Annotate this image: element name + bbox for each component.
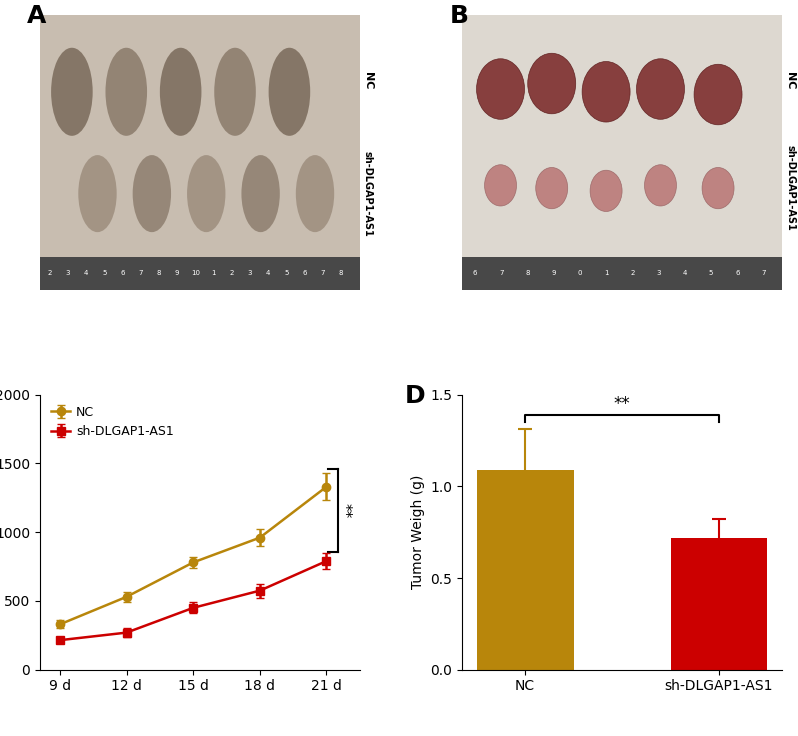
Ellipse shape — [187, 155, 226, 232]
Ellipse shape — [242, 155, 280, 232]
Ellipse shape — [535, 168, 567, 209]
Ellipse shape — [702, 168, 734, 209]
Y-axis label: Tumor Weigh (g): Tumor Weigh (g) — [411, 475, 425, 590]
Text: B: B — [449, 4, 468, 28]
Ellipse shape — [637, 59, 685, 119]
Ellipse shape — [269, 48, 310, 136]
Ellipse shape — [527, 53, 575, 114]
Text: sh-DLGAP1-AS1: sh-DLGAP1-AS1 — [363, 151, 373, 236]
Text: A: A — [27, 4, 46, 28]
Ellipse shape — [132, 155, 171, 232]
Text: **: ** — [614, 395, 630, 413]
Ellipse shape — [645, 165, 677, 206]
Ellipse shape — [476, 59, 524, 119]
Ellipse shape — [78, 155, 117, 232]
Ellipse shape — [590, 170, 622, 211]
Bar — [476, 470, 574, 670]
Ellipse shape — [694, 64, 742, 125]
Text: NC: NC — [785, 72, 796, 90]
Text: sh-DLGAP1-AS1: sh-DLGAP1-AS1 — [785, 145, 796, 231]
Legend: NC, sh-DLGAP1-AS1: NC, sh-DLGAP1-AS1 — [46, 401, 179, 443]
Ellipse shape — [582, 62, 630, 122]
Ellipse shape — [296, 155, 334, 232]
Bar — [670, 538, 768, 670]
Text: NC: NC — [363, 72, 373, 90]
Ellipse shape — [105, 48, 147, 136]
Ellipse shape — [484, 165, 516, 206]
Ellipse shape — [51, 48, 93, 136]
Ellipse shape — [214, 48, 256, 136]
Text: D: D — [405, 383, 425, 408]
Ellipse shape — [160, 48, 201, 136]
Text: **: ** — [336, 503, 351, 518]
